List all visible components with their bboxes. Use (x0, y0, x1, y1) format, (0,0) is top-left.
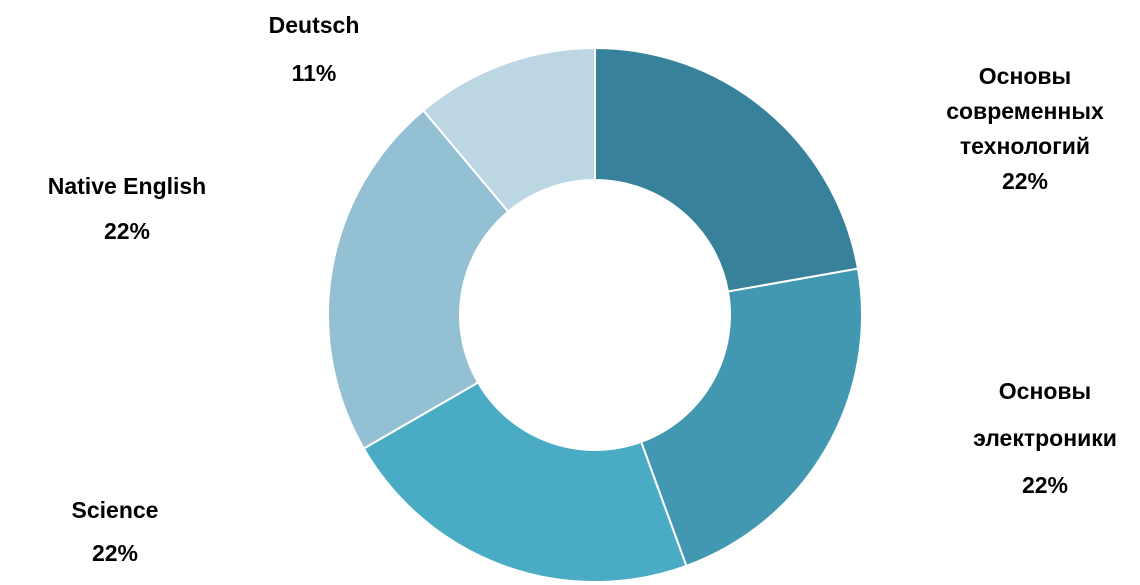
donut-slice (639, 267, 863, 568)
slice-value-label: 22% (1002, 168, 1048, 194)
slice-label: Native English (48, 173, 206, 199)
donut-slice (327, 109, 510, 450)
donut-slice (421, 46, 596, 213)
slice-label: Deutsch (269, 12, 360, 38)
slice-label: Основы электроники (973, 378, 1117, 451)
donut-slice (362, 381, 688, 583)
slice-value-label: 22% (92, 540, 138, 566)
slice-label: Основы современных технологий (946, 63, 1104, 159)
donut-slice (594, 46, 860, 293)
slice-value-label: 11% (292, 60, 337, 86)
slice-value-label: 22% (1022, 472, 1068, 498)
slice-label: Science (72, 497, 159, 523)
slice-value-label: 22% (104, 218, 150, 244)
